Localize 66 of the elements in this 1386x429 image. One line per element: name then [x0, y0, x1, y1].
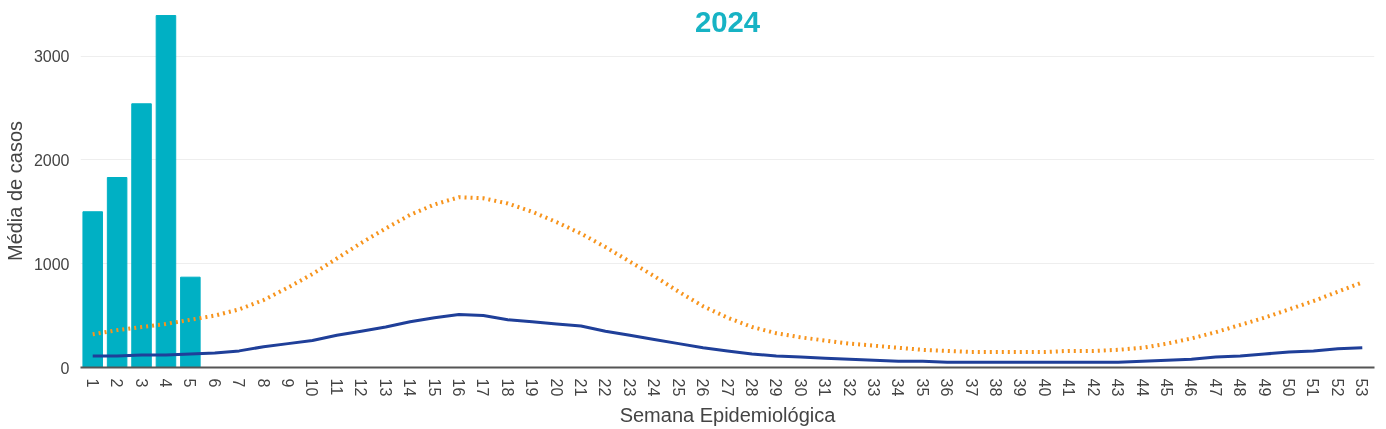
bar — [155, 15, 177, 368]
x-tick-label: 8 — [254, 378, 272, 388]
x-tick-label: 39 — [1011, 378, 1029, 397]
x-tick-label: 51 — [1304, 378, 1322, 397]
x-tick-label: 25 — [669, 378, 687, 397]
x-tick-label: 5 — [181, 378, 199, 388]
x-tick-label: 17 — [474, 378, 492, 397]
x-tick-label: 23 — [620, 378, 638, 397]
x-tick-label: 19 — [523, 378, 541, 397]
x-tick-label: 33 — [864, 378, 882, 397]
x-tick-label: 29 — [767, 378, 785, 397]
x-tick-label: 31 — [816, 378, 834, 397]
x-tick-label: 7 — [230, 378, 248, 388]
x-tick-label: 16 — [449, 378, 467, 397]
x-tick-label: 40 — [1035, 378, 1053, 397]
x-tick-label: 14 — [401, 378, 419, 397]
x-tick-label: 37 — [962, 378, 980, 397]
x-tick-label: 32 — [840, 378, 858, 397]
x-tick-label: 24 — [645, 378, 663, 397]
x-tick-label: 1 — [83, 378, 101, 388]
x-tick-label: 20 — [547, 378, 565, 397]
bar — [82, 211, 103, 368]
x-tick-label: 30 — [791, 378, 809, 397]
x-tick-label: 2 — [108, 378, 126, 388]
x-tick-label: 42 — [1084, 378, 1102, 397]
x-tick-label: 12 — [352, 378, 370, 397]
x-tick-label: 47 — [1206, 378, 1224, 397]
bar — [106, 177, 128, 368]
bar — [180, 276, 201, 368]
x-tick-label: 52 — [1328, 378, 1346, 397]
y-tick-label: 1000 — [33, 255, 70, 273]
x-tick-label: 18 — [498, 378, 516, 397]
chart-title: 2024 — [694, 4, 761, 38]
bar — [131, 103, 152, 368]
x-tick-label: 3 — [132, 378, 150, 388]
x-tick-label: 38 — [987, 378, 1005, 397]
x-tick-label: 15 — [425, 378, 443, 397]
x-tick-label: 36 — [938, 378, 956, 397]
x-tick-label: 44 — [1133, 378, 1151, 397]
x-tick-label: 21 — [572, 378, 590, 397]
x-tick-label: 49 — [1255, 378, 1273, 397]
x-tick-label: 10 — [303, 378, 321, 397]
x-tick-label: 43 — [1109, 378, 1127, 397]
x-tick-label: 50 — [1280, 378, 1298, 397]
x-tick-label: 48 — [1231, 378, 1249, 397]
x-tick-label: 34 — [889, 378, 907, 397]
x-tick-label: 9 — [279, 378, 297, 388]
y-tick-label: 3000 — [33, 48, 70, 66]
y-tick-label: 2000 — [33, 151, 70, 169]
x-tick-label: 6 — [205, 378, 223, 388]
y-tick-label: 0 — [60, 359, 70, 377]
x-tick-label: 28 — [742, 378, 760, 397]
x-tick-label: 4 — [156, 378, 174, 388]
x-tick-label: 46 — [1182, 378, 1200, 397]
x-tick-label: 35 — [913, 378, 931, 397]
x-tick-label: 13 — [376, 378, 394, 397]
x-axis-title: Semana Epidemiológica — [619, 404, 837, 427]
x-tick-label: 11 — [327, 378, 345, 396]
x-tick-label: 22 — [596, 378, 614, 397]
x-tick-label: 45 — [1157, 378, 1175, 397]
x-tick-label: 53 — [1353, 378, 1371, 397]
line-series — [91, 313, 1364, 364]
y-axis-title: Média de casos — [3, 120, 26, 262]
x-tick-label: 26 — [694, 378, 712, 397]
x-tick-label: 27 — [718, 378, 736, 397]
x-tick-label: 41 — [1060, 378, 1078, 397]
